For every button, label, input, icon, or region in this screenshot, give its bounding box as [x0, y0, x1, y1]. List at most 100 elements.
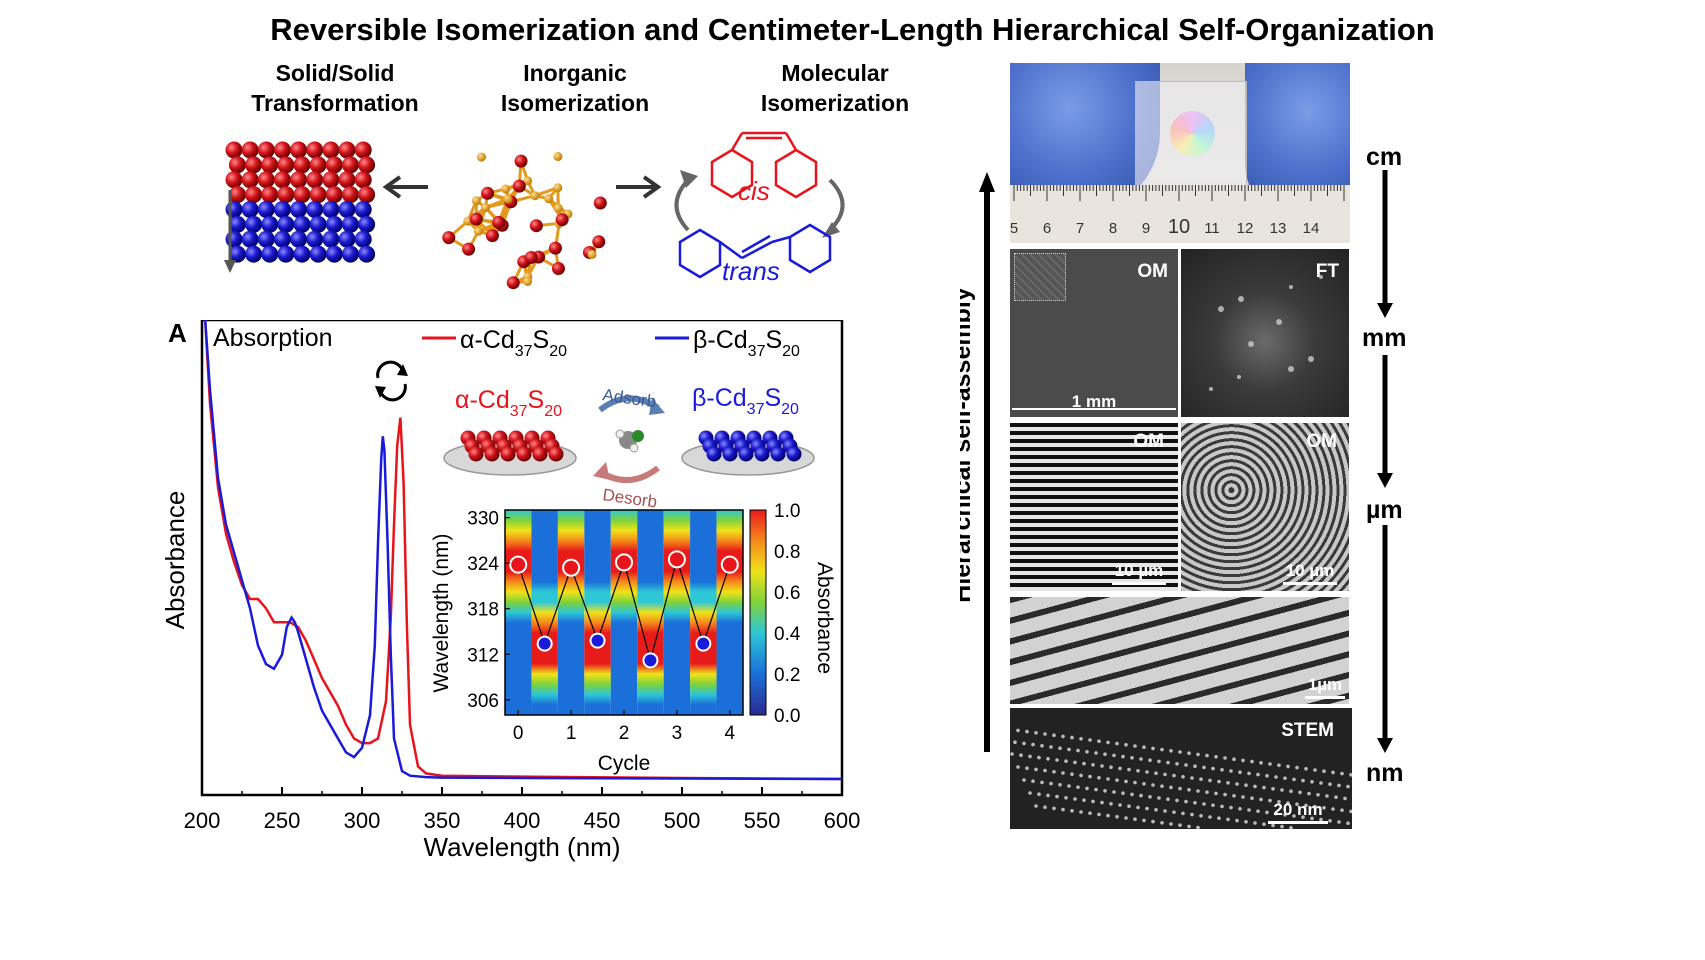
- blue-ball: [338, 230, 356, 248]
- om-um-striped-panel: OM 10 µm: [1010, 423, 1178, 591]
- blue-ball: [290, 230, 308, 248]
- inset-y-tick-label: 330: [467, 509, 499, 530]
- x-axis-label: Wavelength (nm): [424, 832, 621, 862]
- ruler-number: 11: [1204, 220, 1220, 237]
- cd-atom: [555, 213, 569, 227]
- s-atom: [471, 196, 481, 206]
- plate-ball: [468, 446, 484, 462]
- red-ball: [322, 171, 340, 189]
- inset-x-tick-label: 2: [619, 723, 630, 744]
- red-ball: [358, 186, 376, 204]
- red-ball: [322, 141, 340, 159]
- right-arrow: [616, 175, 662, 199]
- blue-ball: [245, 215, 263, 233]
- colorbar-tick-label: 0.4: [774, 624, 801, 645]
- trans-label: trans: [722, 256, 780, 286]
- blue-ball: [241, 201, 259, 218]
- plate-ball: [500, 446, 516, 462]
- red-ball: [273, 171, 291, 189]
- s-atom: [530, 191, 540, 201]
- plate-ball: [706, 446, 722, 462]
- cd-atom: [512, 179, 526, 193]
- red-ball: [354, 171, 372, 189]
- ruler: 5 6 7 8 9 10 11 12 13 14: [1010, 185, 1350, 243]
- cis-label: cis: [738, 176, 770, 206]
- blue-ball: [261, 215, 279, 233]
- beta-peak-point: [695, 635, 712, 652]
- cd-atom: [548, 241, 562, 255]
- cycle-arrow-left: [674, 178, 690, 232]
- cd-atom: [462, 242, 476, 256]
- blue-ball: [341, 215, 359, 233]
- figure-title: Reversible Isomerization and Centimeter-…: [270, 12, 1435, 47]
- s-atom: [523, 176, 533, 186]
- plate-ball: [484, 446, 500, 462]
- solid-transformation-label: Solid/Solid Transformation: [251, 60, 419, 116]
- red-ball: [290, 171, 308, 189]
- panel-label: A: [168, 320, 187, 348]
- blue-ball: [338, 201, 356, 218]
- cd-atom: [592, 235, 606, 249]
- red-ball: [225, 171, 243, 189]
- colorbar-label: Absorbance: [813, 562, 836, 674]
- blue-ball: [228, 215, 246, 233]
- colorbar-tick-label: 0.0: [774, 706, 800, 727]
- blue-ball: [273, 230, 291, 248]
- heatmap-column: [716, 510, 743, 715]
- x-tick-label: 500: [664, 808, 701, 833]
- reversible-arrows-icon: [375, 360, 408, 402]
- cd-atom: [514, 154, 528, 168]
- plate-ball: [548, 446, 564, 462]
- x-tick-label: 600: [824, 808, 861, 833]
- blue-ball: [277, 215, 295, 233]
- blue-ball: [228, 245, 246, 263]
- scalebar-1mm: 1 mm: [1071, 392, 1117, 411]
- plate-ball: [722, 446, 738, 462]
- cis-stilbene-structure: [710, 131, 818, 199]
- red-ball: [261, 186, 279, 204]
- blue-ball: [241, 230, 259, 248]
- blue-ball: [306, 201, 324, 218]
- x-axis-tick-labels: 200 250 300 350 400 450 500 550 600: [184, 808, 861, 833]
- red-ball: [338, 141, 356, 159]
- heatmap-column: [557, 510, 585, 715]
- blue-ball: [325, 215, 343, 233]
- inset-y-label: Wavelength (nm): [430, 533, 453, 692]
- down-arrow-head: [224, 260, 236, 273]
- plate-ball: [754, 446, 770, 462]
- red-ball: [245, 186, 263, 204]
- heatmap-column: [637, 510, 664, 715]
- cd-atom: [481, 186, 495, 200]
- ruler-number: 9: [1142, 220, 1150, 237]
- unit-um: µm: [1366, 496, 1403, 524]
- red-ball: [309, 156, 327, 174]
- red-ball: [225, 141, 243, 159]
- red-ball: [245, 156, 263, 174]
- legend-label-alpha: α-Cd37S20: [460, 326, 567, 360]
- om-um-swirl-panel: OM 10 µm: [1181, 423, 1349, 591]
- ruler-number: 6: [1043, 220, 1051, 237]
- ft-panel: FT: [1181, 249, 1349, 417]
- blue-ball: [290, 201, 308, 218]
- x-tick-label: 350: [424, 808, 461, 833]
- s-atom: [553, 203, 563, 213]
- red-ball: [273, 141, 291, 159]
- cd-atom: [551, 262, 565, 276]
- cd-atom: [469, 212, 483, 226]
- blue-ball: [293, 215, 311, 233]
- plate-ball: [786, 446, 802, 462]
- spectra-curves: [203, 320, 843, 781]
- blue-ball: [257, 201, 275, 218]
- heatmap-column: [505, 510, 532, 715]
- plate-ball: [770, 446, 786, 462]
- om-label-2: OM: [1133, 431, 1164, 452]
- inset-y-tick-label: 324: [467, 554, 499, 575]
- s-atom: [553, 152, 563, 162]
- blue-ball: [322, 230, 340, 248]
- adsorb-label: Adsorb: [601, 385, 657, 411]
- beta-peak-point: [642, 652, 659, 669]
- x-tick-label: 400: [504, 808, 541, 833]
- red-ball: [306, 171, 324, 189]
- heatmap-column: [531, 510, 558, 715]
- red-ball: [257, 141, 275, 159]
